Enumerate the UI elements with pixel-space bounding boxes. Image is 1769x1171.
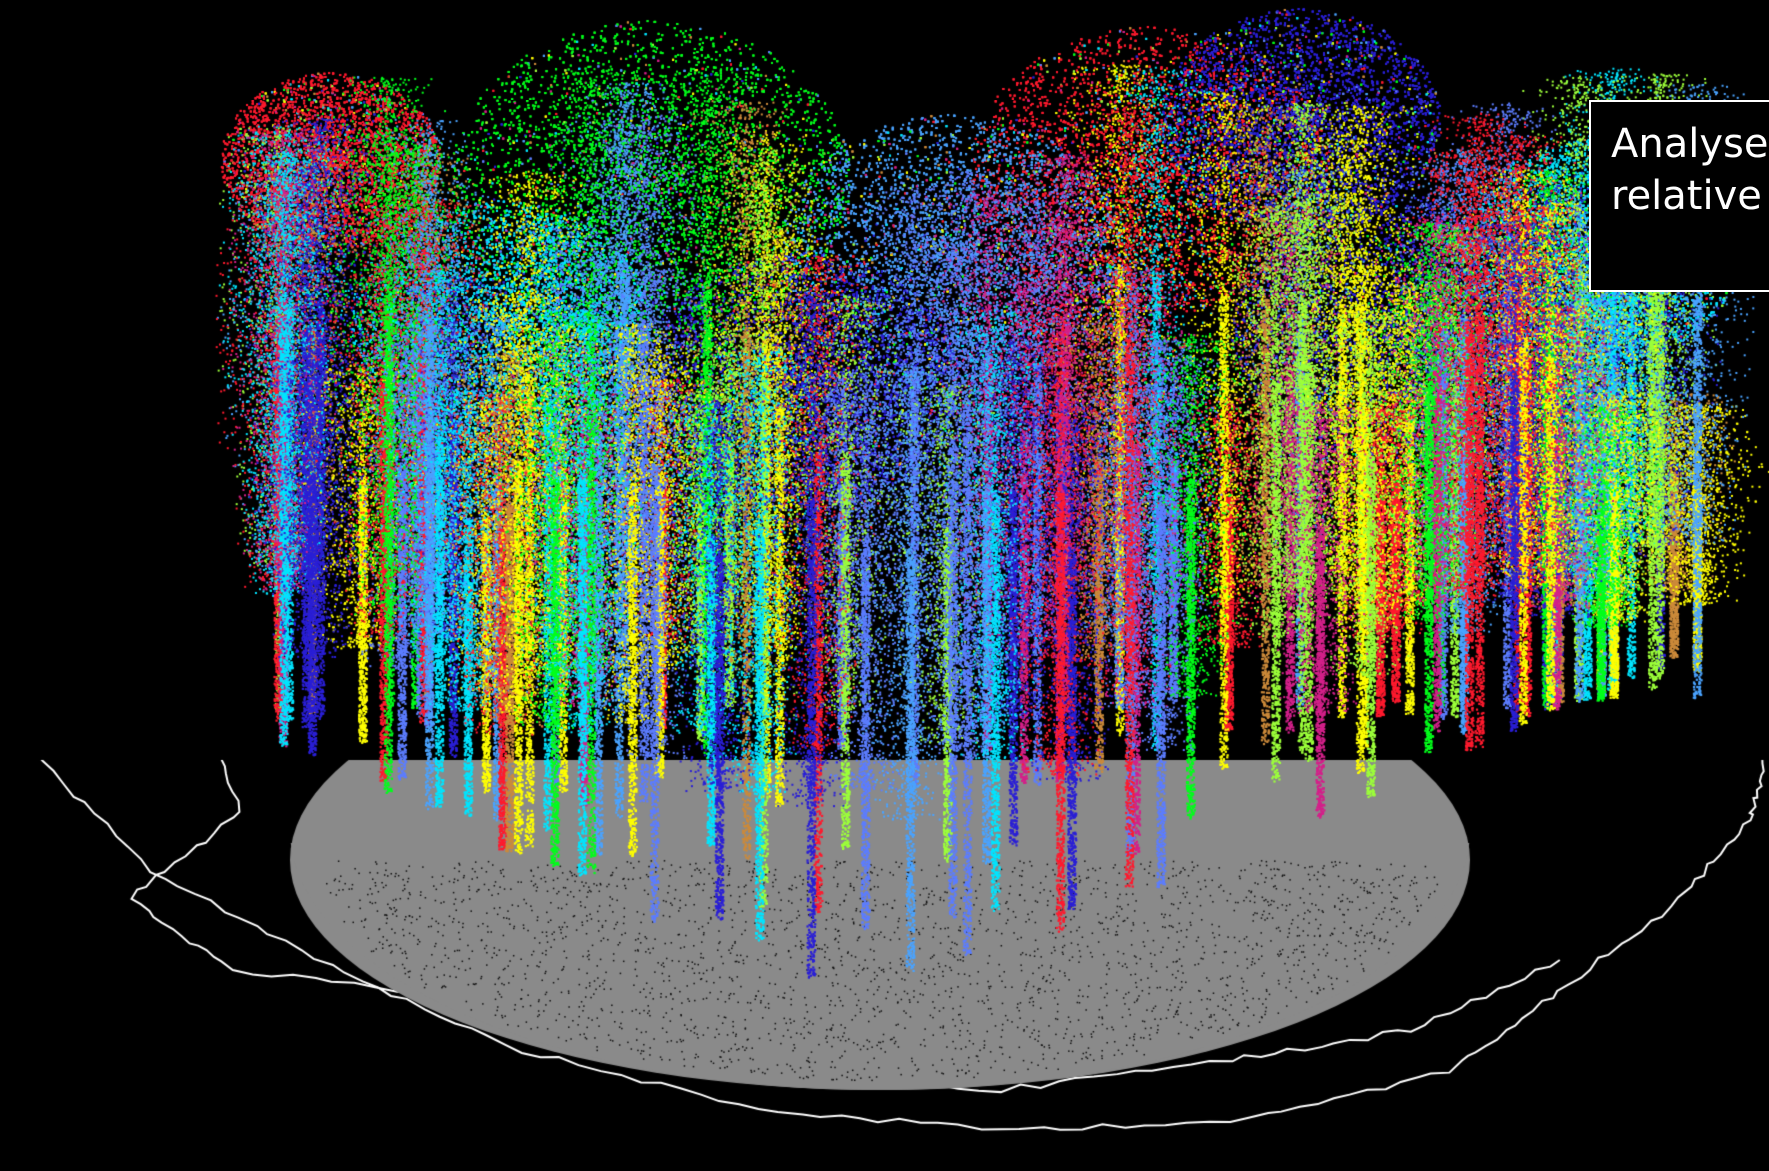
annotation-box: Analyse relative	[1589, 100, 1769, 292]
annotation-line-2: relative	[1611, 173, 1762, 219]
annotation-line-1: Analyse	[1611, 121, 1769, 167]
